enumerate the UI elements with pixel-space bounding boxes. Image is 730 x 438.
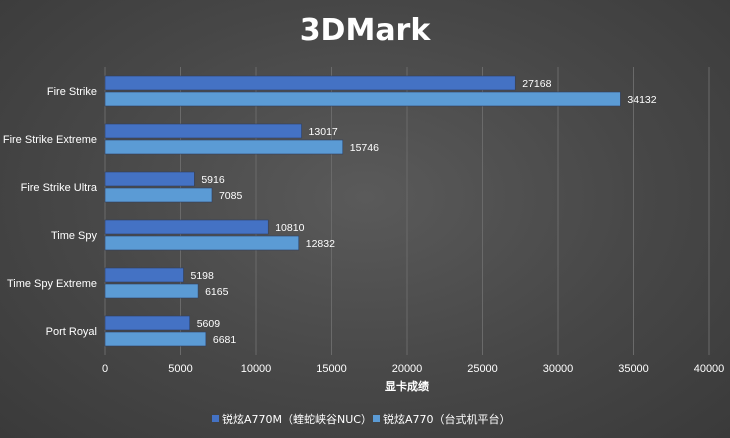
legend-label: 锐炫A770M（蝰蛇峡谷NUC） <box>222 412 372 426</box>
data-label: 6681 <box>213 334 237 346</box>
bar <box>104 267 184 283</box>
data-label: 6165 <box>205 286 229 298</box>
x-tick-label: 10000 <box>241 363 272 375</box>
category-label: Port Royal <box>46 326 97 338</box>
chart-title: 3DMark <box>300 13 432 48</box>
legend-label: 锐炫A770（台式机平台） <box>383 412 511 426</box>
data-label: 27168 <box>522 78 551 90</box>
labels: Fire Strike 27168 34132 Fire Strike Extreme… <box>3 78 657 346</box>
category-label: Time Spy <box>51 230 98 242</box>
x-axis-title: 显卡成绩 <box>385 379 429 393</box>
x-tick-label: 0 <box>102 363 108 375</box>
legend: 锐炫A770M（蝰蛇峡谷NUC） 锐炫A770（台式机平台） <box>212 412 511 426</box>
data-label: 13017 <box>309 126 338 138</box>
x-tick-label: 25000 <box>467 363 498 375</box>
bar <box>104 75 516 91</box>
category-label: Fire Strike Extreme <box>3 134 97 146</box>
bar <box>104 283 199 299</box>
bar <box>104 315 190 331</box>
bar <box>104 187 213 203</box>
legend-swatch <box>212 415 219 422</box>
data-label: 5198 <box>190 270 214 282</box>
category-label: Fire Strike <box>47 86 97 98</box>
bar <box>104 139 344 155</box>
bar <box>104 235 300 251</box>
x-tick-label: 20000 <box>392 363 423 375</box>
data-label: 5609 <box>197 318 221 330</box>
bar <box>104 331 207 347</box>
category-label: Time Spy Extreme <box>7 278 97 290</box>
bar <box>104 171 195 187</box>
gridlines: 0 5000 10000 15000 20000 25000 30000 35000 40000 <box>102 67 724 375</box>
bars <box>104 75 621 347</box>
category-label: Fire Strike Ultra <box>21 182 98 194</box>
x-tick-label: 30000 <box>543 363 574 375</box>
data-label: 10810 <box>275 222 304 234</box>
x-tick-label: 40000 <box>694 363 725 375</box>
x-tick-label: 15000 <box>316 363 347 375</box>
x-tick-label: 35000 <box>618 363 649 375</box>
data-label: 34132 <box>627 94 656 106</box>
bar <box>104 91 621 107</box>
data-label: 7085 <box>219 190 243 202</box>
legend-swatch <box>373 415 380 422</box>
bar <box>104 219 269 235</box>
data-label: 12832 <box>306 238 335 250</box>
data-label: 5916 <box>201 174 225 186</box>
data-label: 15746 <box>350 142 379 154</box>
x-tick-label: 5000 <box>168 363 192 375</box>
bar <box>104 123 302 139</box>
